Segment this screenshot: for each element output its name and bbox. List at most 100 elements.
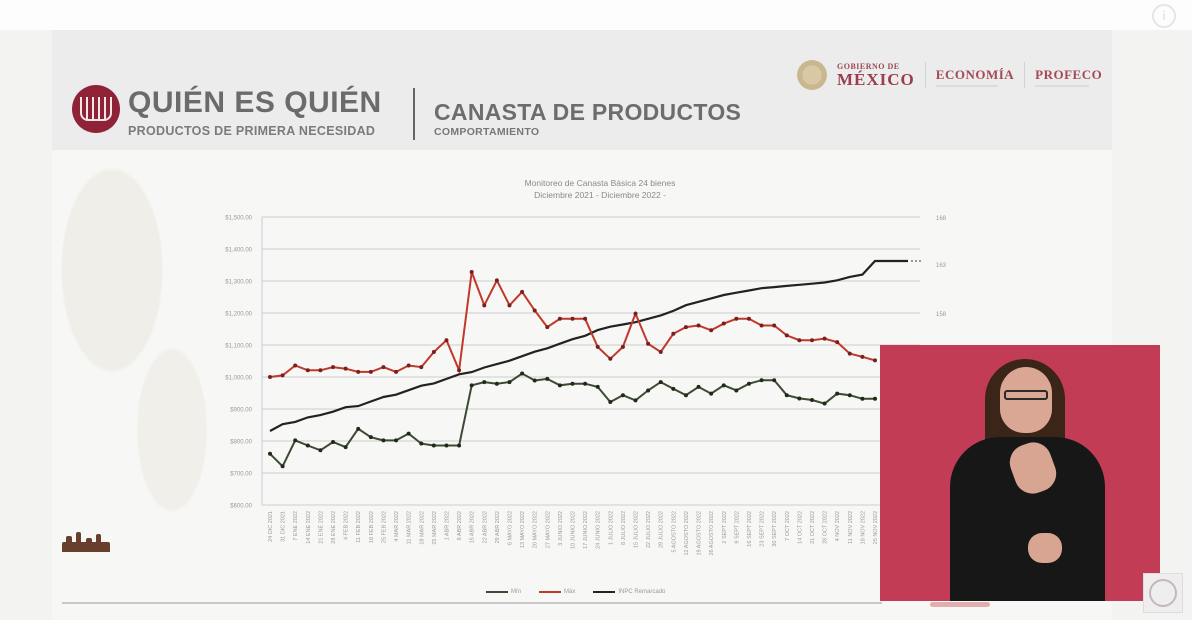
series-min-marker: [797, 396, 802, 401]
series-max-marker: [620, 344, 625, 349]
series-inpc-line: [269, 259, 908, 432]
x-tick-label: 12 AGOSTO 2022: [684, 511, 690, 556]
brand-title: QUIÉN ES QUIÉN: [128, 86, 382, 119]
series-max-marker: [646, 341, 651, 346]
x-tick-label: 18 NOV 2022: [860, 511, 866, 544]
x-tick-label: 4 NOV 2022: [835, 511, 841, 541]
series-min-marker: [356, 426, 361, 431]
x-tick-label: 25 MAR 2022: [432, 511, 438, 545]
series-min-marker: [809, 398, 814, 403]
series-min-marker: [646, 388, 651, 393]
series-min-marker: [847, 393, 852, 398]
x-tick-label: 4 MAR 2022: [394, 511, 400, 542]
logo-separator: [924, 62, 926, 88]
info-icon[interactable]: i: [1152, 4, 1176, 28]
series-min-marker: [268, 451, 272, 456]
video-top-bar: i: [0, 0, 1192, 30]
series-min-marker: [696, 384, 701, 389]
header-divider: [413, 88, 415, 140]
series-max-marker: [570, 316, 575, 321]
series-max-marker: [557, 316, 562, 321]
series-max-marker: [847, 351, 852, 356]
x-tick-label: 26 AGOSTO 2022: [709, 511, 715, 556]
x-tick-label: 13 MAYO 2022: [520, 511, 526, 548]
y-tick-label: $600.00: [230, 504, 252, 510]
series-max-marker: [809, 338, 814, 343]
economia-logo: ECONOMÍA: [935, 67, 1015, 87]
decorative-background-pattern: [52, 150, 252, 550]
x-tick-label: 22 ABR 2022: [482, 511, 488, 543]
series-max-marker: [343, 366, 348, 371]
series-min-marker: [822, 401, 827, 406]
series-max-marker: [419, 365, 424, 370]
series-min-marker: [318, 448, 323, 453]
series-max-marker: [759, 323, 764, 328]
x-tick-label: 5 AGOSTO 2022: [671, 511, 677, 552]
series-max-marker: [595, 344, 600, 349]
series-min-marker: [293, 438, 298, 443]
x-tick-label: 7 OCT 2022: [785, 511, 791, 541]
series-max-marker: [608, 356, 613, 361]
x-tick-label: 19 AGOSTO 2022: [697, 511, 703, 556]
series-min-marker: [570, 381, 575, 386]
x-tick-label: 21 ENE 2022: [318, 511, 324, 544]
series-min-line: [269, 372, 875, 468]
series-min-marker: [381, 438, 386, 443]
interpreter-hand: [1028, 533, 1062, 563]
chart-legend: Mín Máx INPC Remarcado: [486, 589, 665, 595]
legend-item-inpc: INPC Remarcado: [593, 589, 665, 595]
series-max-marker: [633, 311, 638, 316]
series-max-marker: [394, 369, 399, 374]
series-min-marker: [469, 383, 474, 388]
y-tick-label: $1,200.00: [225, 312, 252, 318]
chart-title: Monitoreo de Canasta Básica 24 bienes: [524, 178, 676, 188]
series-min-marker: [394, 438, 399, 443]
slide-header: [52, 30, 1112, 150]
x-tick-label: 11 NOV 2022: [848, 511, 854, 544]
y-tick-label: $1,300.00: [225, 280, 252, 286]
series-min-marker: [444, 443, 449, 448]
series-min-marker: [545, 376, 550, 381]
series-min-marker: [671, 386, 676, 391]
quien-es-quien-logo: [72, 85, 120, 133]
y2-tick-label: 168: [936, 216, 947, 222]
x-tick-label: 16 SEPT 2022: [747, 511, 753, 547]
x-tick-label: 2 SEPT 2022: [722, 511, 728, 544]
series-min-marker: [457, 443, 462, 448]
sign-language-interpreter-video: [880, 345, 1160, 601]
cathedral-icon: [60, 530, 112, 552]
legend-label-inpc: INPC Remarcado: [618, 589, 666, 595]
series-max-marker: [545, 325, 550, 330]
x-tick-label: 30 SEPT 2022: [772, 511, 778, 547]
series-max-marker: [860, 354, 865, 359]
chart-subtitle: Diciembre 2021 - Diciembre 2022 -: [534, 190, 666, 200]
y2-tick-label: 163: [936, 263, 947, 269]
series-max-marker: [696, 323, 701, 328]
y-tick-label: $1,100.00: [225, 344, 252, 350]
series-min-marker: [583, 381, 588, 386]
x-tick-label: 20 MAYO 2022: [533, 511, 539, 548]
series-max-marker: [331, 365, 336, 370]
series-max-marker: [318, 368, 323, 373]
x-tick-label: 6 MAYO 2022: [507, 511, 513, 545]
x-tick-label: 28 OCT 2022: [823, 511, 829, 544]
series-max-marker: [671, 331, 676, 336]
gov-label-small: GOBIERNO DE: [837, 61, 900, 71]
series-min-marker: [507, 380, 512, 385]
series-min-marker: [406, 431, 411, 436]
profeco-logo: PROFECO: [1035, 67, 1103, 87]
x-tick-label: 11 FEB 2022: [356, 511, 362, 543]
series-min-marker: [368, 435, 373, 440]
series-min-marker: [482, 380, 487, 385]
x-tick-label: 18 FEB 2022: [369, 511, 375, 543]
x-tick-label: 22 JULIO 2022: [646, 511, 652, 548]
series-max-marker: [268, 375, 272, 379]
x-tick-label: 29 JULIO 2022: [659, 511, 665, 548]
channel-watermark-logo: [1143, 573, 1183, 613]
brand-subtitle: PRODUCTOS DE PRIMERA NECESIDAD: [128, 124, 376, 138]
x-tick-label: 24 JUNIO 2022: [596, 511, 602, 549]
x-tick-label: 15 JULIO 2022: [634, 511, 640, 548]
series-min-marker: [494, 381, 499, 386]
logo-separator: [1024, 62, 1026, 88]
